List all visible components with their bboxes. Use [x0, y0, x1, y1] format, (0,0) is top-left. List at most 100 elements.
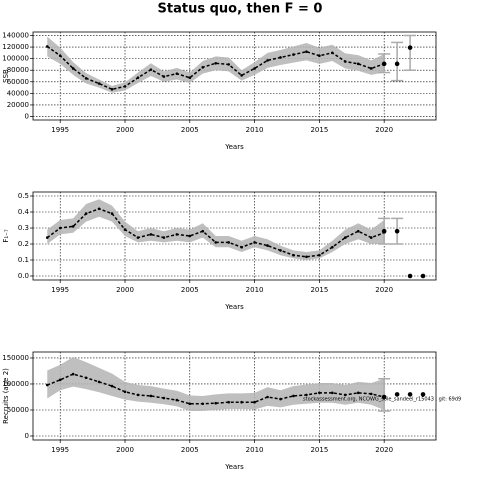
- projection-point: [394, 392, 400, 397]
- plot-frame: [32, 351, 437, 441]
- x-tick-label: 2005: [181, 446, 199, 454]
- x-tick-label: 1995: [51, 286, 69, 294]
- estimate-point: [45, 383, 49, 387]
- estimate-point: [162, 75, 166, 78]
- projection-point: [407, 273, 413, 279]
- projection-point: [381, 61, 387, 67]
- plot-frame: [32, 31, 437, 121]
- x-tick-label: 2020: [375, 286, 393, 294]
- y-axis-label: F₁₋₇: [2, 229, 10, 243]
- estimate-point: [369, 392, 373, 396]
- estimate-point: [71, 372, 75, 376]
- projection-point: [381, 228, 387, 234]
- estimate-point: [279, 397, 282, 401]
- estimate-point: [266, 59, 269, 62]
- x-axis-label: Years: [224, 303, 244, 311]
- estimate-point: [305, 393, 308, 397]
- estimate-point: [266, 244, 269, 247]
- x-tick-label: 1995: [51, 446, 69, 454]
- annotation: stockassessment.org, NCOWG_sole_sandeel_…: [303, 397, 461, 403]
- x-tick-label: 2005: [181, 286, 199, 294]
- estimate-point: [58, 226, 62, 230]
- estimate-point: [214, 61, 218, 65]
- estimate-point: [123, 390, 127, 394]
- estimate-point: [305, 50, 308, 53]
- estimate-point: [188, 76, 192, 80]
- estimate-point: [292, 253, 295, 257]
- estimate-point: [162, 236, 166, 239]
- y-tick-label: 60000: [7, 78, 29, 86]
- estimate-point: [356, 229, 360, 233]
- y-tick-label: 100000: [2, 380, 29, 388]
- estimate-point: [110, 212, 114, 215]
- estimate-point: [266, 395, 269, 399]
- projection-point: [420, 392, 426, 397]
- confidence-band: [47, 356, 385, 412]
- x-tick-label: 2020: [375, 126, 393, 134]
- estimate-point: [45, 236, 49, 239]
- estimate-point: [123, 85, 127, 88]
- estimate-point: [84, 376, 88, 380]
- x-tick-label: 2015: [310, 286, 328, 294]
- estimate-point: [136, 393, 140, 397]
- x-tick-label: 2010: [246, 446, 264, 454]
- estimate-point: [97, 207, 101, 211]
- estimate-point: [331, 245, 334, 249]
- x-axis-label: Years: [224, 143, 244, 151]
- estimate-point: [227, 63, 230, 66]
- estimate-point: [175, 233, 179, 236]
- estimate-point: [201, 66, 205, 69]
- estimate-point: [123, 228, 127, 231]
- projection-point: [407, 45, 413, 50]
- estimate-point: [279, 56, 282, 59]
- estimate-point: [149, 68, 153, 71]
- estimate-point: [58, 54, 62, 58]
- x-tick-label: 2020: [375, 446, 393, 454]
- estimate-line: [46, 45, 385, 91]
- estimate-point: [279, 249, 282, 252]
- estimate-point: [318, 391, 321, 395]
- estimate-point: [97, 380, 101, 384]
- x-tick-label: 2000: [116, 286, 134, 294]
- estimate-point: [136, 236, 140, 239]
- estimate-point: [84, 212, 88, 215]
- estimate-point: [214, 241, 218, 244]
- estimate-point: [253, 400, 256, 404]
- y-tick-label: 80000: [7, 66, 29, 74]
- estimate-point: [201, 229, 205, 233]
- figure-title: Status quo, then F = 0: [158, 2, 323, 17]
- x-tick-label: 2005: [181, 126, 199, 134]
- estimate-point: [292, 53, 295, 56]
- y-tick-label: 40000: [7, 89, 29, 97]
- estimate-point: [71, 225, 75, 228]
- estimate-point: [318, 253, 321, 257]
- estimate-point: [149, 233, 153, 236]
- estimate-point: [188, 234, 192, 238]
- estimate-point: [369, 67, 373, 70]
- confidence-band: [47, 199, 385, 260]
- estimate-point: [110, 88, 114, 91]
- estimate-point: [240, 74, 243, 77]
- x-tick-label: 1995: [51, 126, 69, 134]
- x-tick-label: 2000: [116, 126, 134, 134]
- estimate-point: [331, 391, 334, 395]
- estimate-point: [97, 82, 101, 85]
- estimate-point: [201, 402, 205, 406]
- estimate-point: [110, 384, 114, 388]
- estimate-point: [240, 245, 243, 249]
- estimate-point: [136, 76, 140, 80]
- x-axis-label: Years: [224, 463, 244, 471]
- y-tick-label: 0.0: [18, 272, 29, 280]
- estimate-point: [227, 241, 230, 244]
- estimate-point: [356, 62, 360, 66]
- y-tick-label: 0.5: [18, 192, 29, 200]
- projection-point: [381, 394, 387, 400]
- estimate-point: [343, 60, 347, 63]
- y-tick-label: 0.1: [18, 256, 29, 264]
- estimate-point: [318, 54, 321, 58]
- projection-point: [394, 228, 400, 234]
- y-tick-label: 0.3: [18, 224, 29, 232]
- projection-point: [407, 392, 413, 397]
- estimate-point: [214, 401, 218, 405]
